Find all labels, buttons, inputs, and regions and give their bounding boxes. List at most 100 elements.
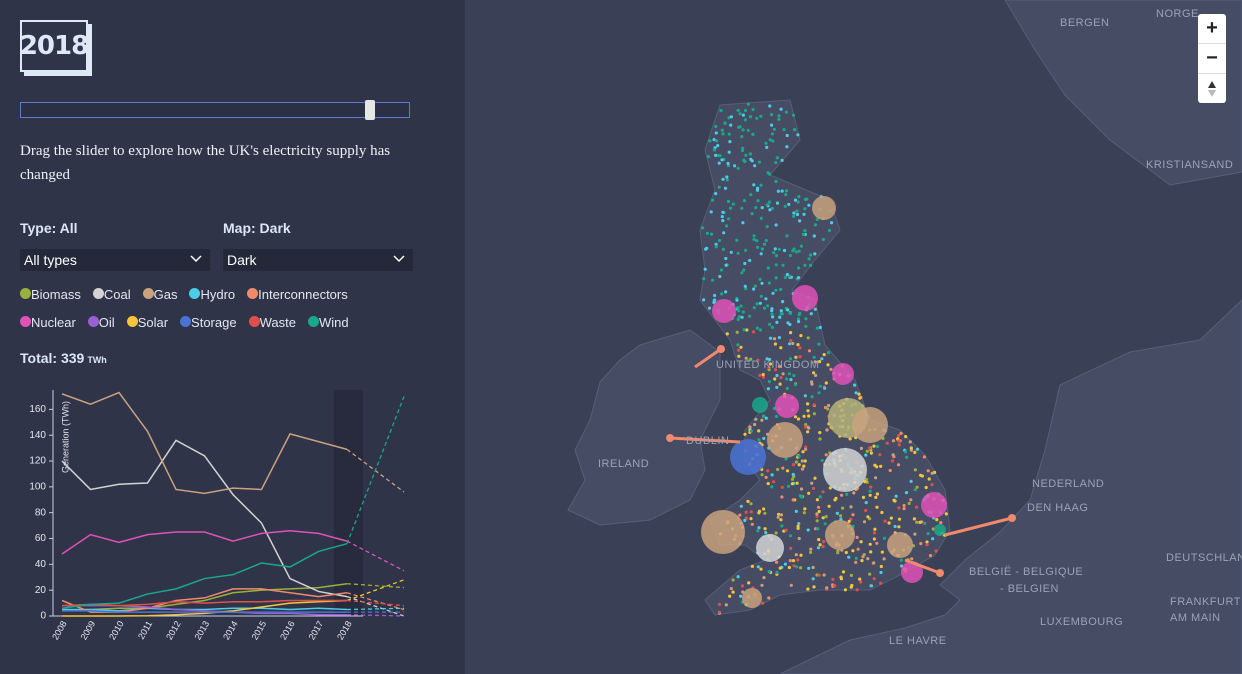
legend-label: Solar bbox=[137, 315, 169, 330]
interconnector bbox=[669, 436, 741, 444]
station-dot bbox=[805, 197, 809, 201]
station-dot bbox=[797, 317, 801, 321]
station-dot bbox=[815, 519, 819, 523]
station-dot bbox=[757, 511, 761, 515]
station-dot bbox=[815, 514, 819, 518]
station-dot bbox=[755, 326, 759, 330]
station-dot bbox=[749, 157, 753, 161]
station-dot bbox=[926, 532, 930, 536]
station-dot bbox=[925, 540, 929, 544]
legend-swatch bbox=[126, 316, 138, 327]
chart: Generation (TWh) 0 20 40 60 80 100 120 140 160 20… bbox=[29, 390, 405, 642]
station-dot bbox=[811, 486, 816, 490]
station-dot bbox=[810, 380, 814, 384]
map-label: BELGIË - BELGIQUE bbox=[969, 566, 1083, 578]
station-dot bbox=[786, 321, 790, 325]
zoom-out[interactable]: − bbox=[1198, 44, 1226, 74]
reset-north[interactable] bbox=[1198, 74, 1226, 103]
station-dot bbox=[788, 253, 793, 258]
station-dot bbox=[791, 472, 795, 477]
station-dot bbox=[771, 315, 775, 319]
station-dot bbox=[816, 527, 820, 531]
station-dot bbox=[908, 440, 912, 444]
station-dot bbox=[744, 153, 748, 157]
legend-item: Solar bbox=[126, 315, 169, 330]
station-dot bbox=[812, 412, 817, 416]
station-dot bbox=[740, 271, 744, 275]
station-dot bbox=[739, 345, 743, 349]
station-dot bbox=[795, 212, 800, 217]
station-dot bbox=[742, 199, 747, 203]
legend-label: Oil bbox=[98, 315, 115, 330]
map-label: - BELGIEN bbox=[1000, 583, 1059, 595]
station-dot bbox=[896, 434, 901, 438]
station-dot bbox=[812, 355, 816, 359]
total-unit: TWh bbox=[87, 355, 107, 365]
station-dot bbox=[750, 522, 754, 526]
station-dot bbox=[765, 145, 769, 149]
station-dot bbox=[736, 251, 740, 255]
station-dot bbox=[909, 446, 913, 450]
projection-line bbox=[346, 592, 405, 611]
station-dot bbox=[806, 336, 810, 340]
station-dot bbox=[851, 549, 855, 553]
station-dot bbox=[807, 414, 811, 418]
station-circle bbox=[887, 532, 913, 558]
station-dot bbox=[752, 183, 756, 187]
station-dot bbox=[879, 564, 883, 569]
station-dot bbox=[722, 231, 726, 235]
station-dot bbox=[761, 375, 766, 379]
station-dot bbox=[768, 362, 773, 366]
station-dot bbox=[768, 322, 772, 326]
station-dot bbox=[802, 212, 806, 216]
map-select[interactable]: Dark bbox=[223, 249, 413, 271]
station-dot bbox=[798, 219, 802, 223]
map-label: NEDERLAND bbox=[1032, 478, 1104, 490]
station-dot bbox=[807, 566, 811, 570]
station-dot bbox=[727, 116, 731, 120]
station-dot bbox=[878, 453, 882, 457]
station-dot bbox=[729, 250, 733, 254]
station-dot bbox=[709, 210, 713, 214]
station-dot bbox=[774, 223, 778, 227]
station-dot bbox=[758, 301, 763, 305]
zoom-in[interactable]: + bbox=[1198, 14, 1226, 44]
station-dot bbox=[875, 465, 879, 469]
station-dot bbox=[726, 161, 730, 166]
station-dot bbox=[775, 373, 779, 378]
station-dot bbox=[746, 102, 750, 106]
year-slider[interactable] bbox=[20, 100, 410, 120]
station-dot bbox=[866, 557, 870, 561]
station-dot bbox=[781, 300, 785, 304]
station-dot bbox=[896, 463, 901, 467]
station-dot bbox=[862, 520, 867, 524]
station-dot bbox=[798, 311, 802, 315]
series-line bbox=[61, 530, 348, 555]
station-dot bbox=[868, 542, 872, 546]
legend-swatch bbox=[248, 316, 260, 327]
type-select[interactable]: All types bbox=[20, 249, 210, 271]
station-dot bbox=[744, 287, 748, 291]
station-dot bbox=[787, 202, 791, 206]
station-dot bbox=[831, 577, 835, 582]
station-dot bbox=[736, 343, 740, 347]
slider-handle[interactable] bbox=[365, 100, 375, 120]
station-dot bbox=[807, 426, 811, 430]
interconnector-ends bbox=[666, 345, 1016, 577]
projection-line bbox=[346, 614, 405, 617]
station-dot bbox=[800, 467, 805, 471]
station-dot bbox=[775, 570, 779, 575]
legend-label: Coal bbox=[103, 287, 131, 302]
station-dot bbox=[784, 193, 788, 197]
station-dot bbox=[736, 166, 740, 170]
station-dot bbox=[753, 164, 757, 168]
station-dot bbox=[827, 403, 831, 408]
y-tick-label: 80 bbox=[35, 507, 47, 518]
legend-item: Biomass bbox=[20, 287, 81, 302]
projection-line bbox=[346, 579, 405, 602]
station-dot bbox=[806, 528, 810, 532]
y-axis-label: Generation (TWh) bbox=[60, 401, 70, 473]
station-dot bbox=[822, 540, 826, 544]
station-dot bbox=[749, 193, 753, 197]
station-dot bbox=[721, 247, 726, 251]
